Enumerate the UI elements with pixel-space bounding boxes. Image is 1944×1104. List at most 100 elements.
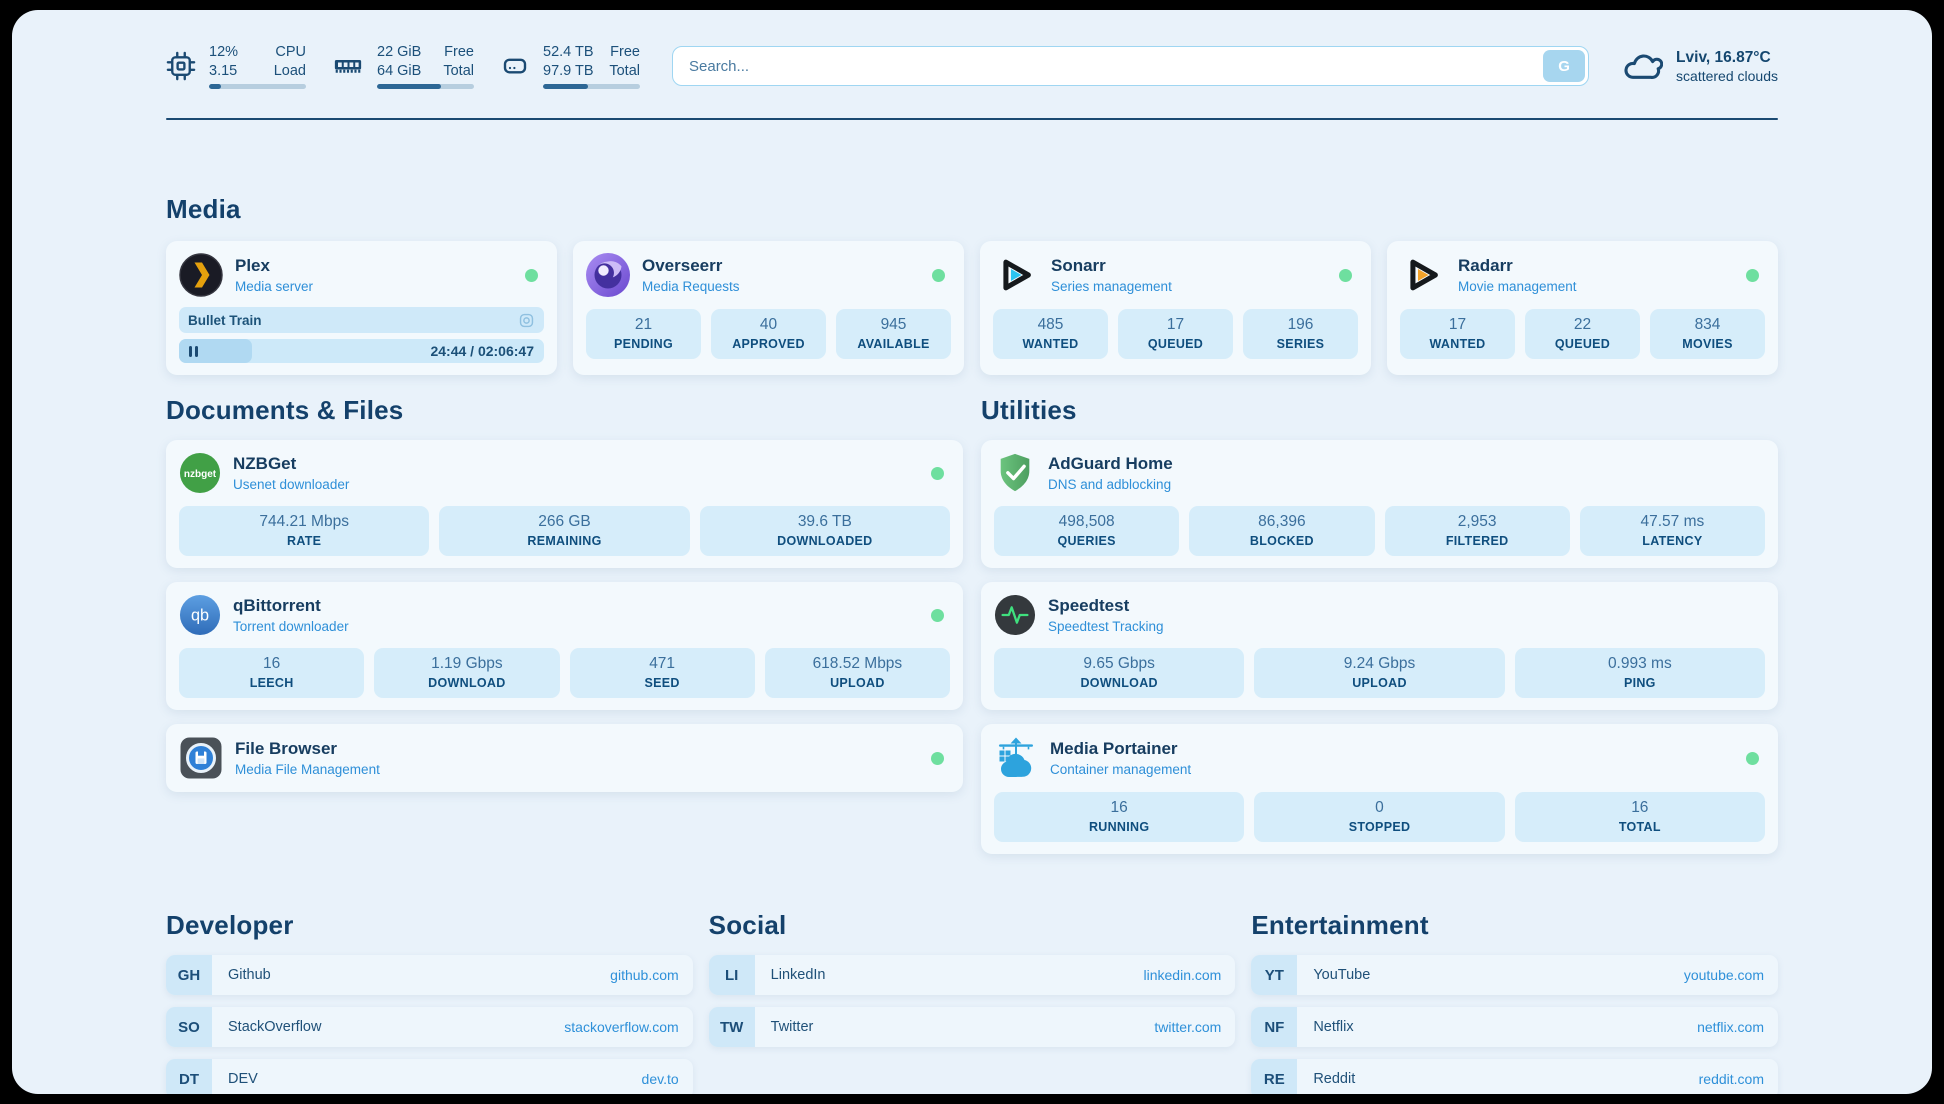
- status-dot: [1746, 751, 1759, 765]
- radarr-icon: [1400, 253, 1446, 297]
- nzbget-icon: nzbget: [179, 452, 221, 494]
- svg-text:qb: qb: [191, 607, 209, 625]
- service-name: Media Portainer: [1050, 739, 1178, 759]
- now-playing-row: Bullet Train: [179, 307, 544, 333]
- svg-text:nzbget: nzbget: [184, 469, 217, 480]
- memory-widget: 22 GiB 64 GiB Free Total: [332, 43, 474, 90]
- link-name: Github: [228, 967, 271, 984]
- stat-box: 0 STOPPED: [1254, 792, 1505, 843]
- sonarr-card[interactable]: Sonarr Series management 485 WANTED 17 QUE…: [980, 241, 1371, 375]
- weather-condition: scattered clouds: [1676, 67, 1778, 84]
- session-settings-icon[interactable]: [518, 312, 535, 329]
- link-abbr-badge: GH: [166, 955, 212, 996]
- qbittorrent-icon: qb: [179, 594, 221, 636]
- status-dot: [932, 268, 945, 282]
- link-abbr-badge: DT: [166, 1059, 212, 1094]
- cpu-label: CPU: [275, 43, 306, 60]
- link-row-twitter[interactable]: TW Twitter twitter.com: [708, 1007, 1236, 1048]
- stat-box: 471 SEED: [569, 648, 755, 699]
- link-row-netflix[interactable]: NF Netflix netflix.com: [1251, 1007, 1778, 1048]
- cloud-icon: [1621, 48, 1664, 84]
- stat-box: 17 WANTED: [1400, 309, 1515, 360]
- qbittorrent-card[interactable]: qb qBittorrent Torrent downloader 16 LEEC…: [166, 582, 963, 711]
- section-title-documents: Documents & Files: [166, 395, 404, 425]
- link-abbr-badge: YT: [1251, 955, 1298, 996]
- cpu-label2: Load: [273, 62, 306, 79]
- filebrowser-icon: [179, 736, 223, 780]
- section-title-entertainment: Entertainment: [1251, 910, 1429, 941]
- stat-box: 618.52 Mbps UPLOAD: [764, 648, 950, 699]
- system-widgets: 12% 3.15 CPU Load: [166, 43, 640, 90]
- overseerr-icon: [586, 253, 630, 297]
- stat-box: 17 QUEUED: [1118, 309, 1233, 360]
- disk-progressbar: [543, 84, 640, 90]
- status-dot: [525, 268, 538, 282]
- search-bar: G: [672, 46, 1590, 86]
- filebrowser-card[interactable]: File Browser Media File Management: [166, 724, 963, 793]
- disk-widget: 52.4 TB 97.9 TB Free Total: [500, 43, 640, 90]
- service-name: NZBGet: [233, 453, 297, 473]
- pause-icon: [189, 345, 192, 357]
- search-input[interactable]: [672, 46, 1590, 86]
- stat-box: 196 SERIES: [1243, 309, 1358, 360]
- service-desc: DNS and adblocking: [1048, 477, 1172, 493]
- service-desc: Series management: [1051, 279, 1172, 295]
- link-row-linkedin[interactable]: LI LinkedIn linkedin.com: [708, 955, 1236, 996]
- status-dot: [1339, 268, 1352, 282]
- stat-box: 0.993 ms PING: [1514, 648, 1765, 699]
- memory-total: 64 GiB: [377, 62, 422, 79]
- link-name: Twitter: [770, 1019, 814, 1036]
- search-engine-button[interactable]: G: [1543, 50, 1586, 82]
- nzbget-card[interactable]: nzbget NZBGet Usenet downloader 744.21 M…: [166, 440, 963, 569]
- overseerr-card[interactable]: Overseerr Media Requests 21 PENDING 40 APP…: [573, 241, 964, 375]
- link-name: DEV: [228, 1071, 258, 1088]
- service-name: Radarr: [1458, 255, 1513, 275]
- section-entertainment: Entertainment YT YouTube youtube.com NF …: [1251, 910, 1778, 1094]
- playback-time: 24:44 / 02:06:47: [430, 343, 534, 359]
- link-row-github[interactable]: GH Github github.com: [166, 955, 693, 996]
- status-dot: [931, 751, 944, 765]
- stat-box: 266 GB REMAINING: [439, 506, 690, 557]
- stat-box: 22 QUEUED: [1525, 309, 1640, 360]
- link-url: netflix.com: [1697, 1019, 1764, 1036]
- speedtest-card[interactable]: Speedtest Speedtest Tracking 9.65 Gbps DO…: [981, 582, 1778, 711]
- service-desc: Media server: [235, 279, 314, 295]
- weather-widget: Lviv, 16.87°C scattered clouds: [1621, 48, 1778, 84]
- link-url: linkedin.com: [1143, 967, 1222, 984]
- adguard-card[interactable]: AdGuard Home DNS and adblocking 498,508 Q…: [981, 440, 1778, 569]
- link-row-dev[interactable]: DT DEV dev.to: [166, 1059, 693, 1094]
- stat-box: 40 APPROVED: [711, 309, 826, 360]
- link-row-youtube[interactable]: YT YouTube youtube.com: [1251, 955, 1778, 996]
- section-title-media: Media: [166, 194, 241, 224]
- link-name: StackOverflow: [228, 1019, 322, 1036]
- section-documents: Documents & Files nzbget: [166, 395, 963, 793]
- playback-progress-fill: [179, 339, 252, 363]
- link-url: twitter.com: [1154, 1019, 1222, 1036]
- stat-box: 485 WANTED: [993, 309, 1108, 360]
- cpu-percent: 12%: [209, 43, 239, 60]
- section-title-utilities: Utilities: [981, 395, 1077, 425]
- disk-label-free: Free: [610, 43, 640, 60]
- link-row-reddit[interactable]: RE Reddit reddit.com: [1251, 1059, 1778, 1094]
- topbar: 12% 3.15 CPU Load: [166, 43, 1778, 90]
- stat-box: 47.57 ms LATENCY: [1579, 506, 1765, 557]
- plex-card[interactable]: Plex Media server Bullet Train: [166, 241, 557, 375]
- link-row-stackoverflow[interactable]: SO StackOverflow stackoverflow.com: [166, 1007, 693, 1048]
- stat-box: 16 LEECH: [179, 648, 365, 699]
- status-dot: [931, 466, 944, 480]
- speedtest-icon: [994, 594, 1036, 636]
- stat-box: 9.24 Gbps UPLOAD: [1254, 648, 1505, 699]
- service-name: Overseerr: [642, 255, 723, 275]
- cpu-progressbar: [209, 84, 306, 90]
- disk-icon: [500, 51, 530, 81]
- link-name: Reddit: [1313, 1071, 1356, 1088]
- disk-free: 52.4 TB: [543, 43, 594, 60]
- adguard-icon: [994, 452, 1036, 494]
- link-abbr-badge: LI: [708, 955, 755, 996]
- stat-box: 21 PENDING: [586, 309, 701, 360]
- cpu-icon: [166, 51, 196, 81]
- radarr-card[interactable]: Radarr Movie management 17 WANTED 22 QUEUE…: [1387, 241, 1778, 375]
- now-playing-title: Bullet Train: [188, 312, 262, 328]
- section-developer: Developer GH Github github.com SO StackO…: [166, 910, 693, 1094]
- portainer-card[interactable]: Media Portainer Container management 16 R…: [981, 724, 1778, 855]
